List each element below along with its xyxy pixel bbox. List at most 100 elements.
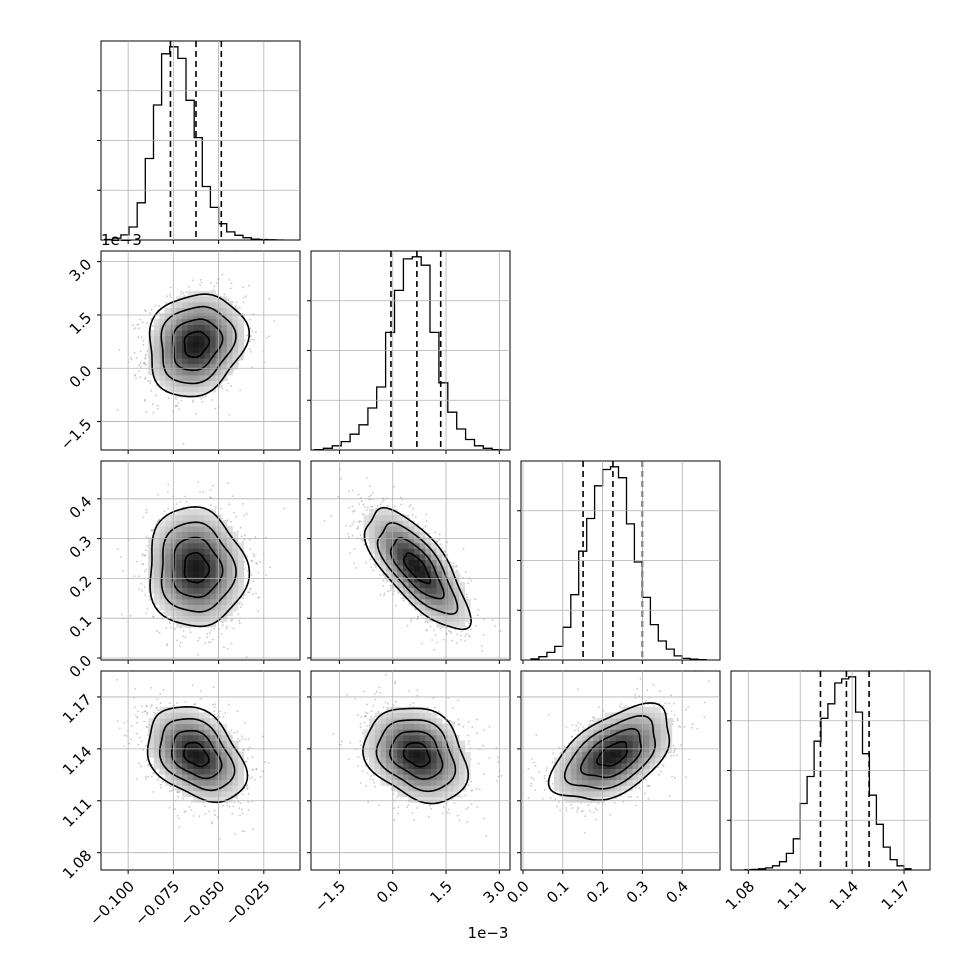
density-cell (380, 531, 387, 538)
density-cell (232, 318, 239, 325)
density-cell (193, 290, 200, 297)
density-cell (193, 369, 200, 376)
scatter-point (228, 733, 231, 735)
density-cell (238, 570, 245, 577)
density-cell (159, 380, 166, 387)
density-cell (204, 779, 211, 786)
density-cell (604, 740, 611, 747)
density-cell (210, 531, 216, 538)
density-cell (193, 582, 200, 589)
density-cell (182, 324, 188, 331)
density-cell (402, 774, 409, 781)
scatter-point (477, 762, 480, 765)
density-cell (660, 751, 667, 758)
scatter-point (452, 562, 454, 565)
scatter-point (236, 731, 239, 733)
scatter-point (175, 405, 178, 407)
grid-3-3 (727, 671, 930, 870)
scatter-point (255, 767, 258, 770)
density-cell (226, 582, 233, 589)
scatter-point (662, 704, 665, 707)
scatter-point (475, 718, 478, 721)
density-cell (159, 763, 166, 769)
scatter-point (530, 782, 533, 785)
density-cell (193, 346, 200, 353)
density-cell (187, 290, 194, 297)
density-cell (193, 791, 200, 798)
scatter-point (130, 725, 133, 728)
scatter-point (144, 775, 147, 778)
density-cell (198, 565, 205, 572)
scatter-point (245, 760, 248, 763)
density-cell (414, 779, 421, 786)
density-cell (610, 723, 617, 730)
scatter-point (499, 630, 502, 632)
scatter-point (591, 716, 594, 719)
scatter-point (366, 725, 368, 727)
density-cell (182, 375, 188, 381)
density-cell (380, 774, 387, 781)
scatter-point (370, 494, 372, 497)
scatter-point (457, 718, 460, 721)
density-cell (464, 610, 471, 617)
density-cell (232, 324, 239, 331)
density-cell (447, 604, 454, 611)
scatter-point (375, 690, 378, 693)
density-cell (442, 587, 449, 594)
density-cell (176, 526, 183, 532)
density-cell (187, 296, 194, 303)
scatter-point (204, 395, 207, 398)
density-cell (221, 537, 228, 544)
density-cell (570, 779, 577, 786)
density-cell (464, 757, 471, 764)
scatter-point (243, 539, 246, 541)
scatter-point (213, 710, 216, 712)
scatter-point (457, 699, 460, 702)
scatter-point (704, 701, 706, 704)
scatter-point (183, 811, 186, 813)
scatter-point (668, 795, 671, 797)
density-cell (430, 548, 437, 555)
scatter-point (142, 362, 145, 365)
scatter-point (470, 803, 473, 805)
density-cell (182, 791, 188, 798)
density-cell (176, 734, 183, 741)
scatter-point (139, 376, 142, 379)
scatter-point (227, 299, 230, 302)
scatter-point (232, 627, 235, 630)
density-cell (632, 774, 639, 781)
scatter-point (212, 703, 214, 706)
density-cell (621, 712, 628, 719)
density-cell (187, 352, 194, 359)
scatter-panel-3-2 (520, 670, 721, 871)
density-cell (593, 718, 600, 725)
density-cell (419, 570, 426, 577)
scatter-point (466, 596, 468, 599)
scatter-point (593, 716, 595, 719)
scatter-point (552, 752, 555, 755)
density-cell (447, 734, 454, 741)
density-cell (655, 734, 661, 741)
density-cell (182, 598, 188, 605)
density-cell (615, 751, 622, 758)
density-cell (210, 363, 216, 370)
scatter-point (247, 284, 250, 287)
density-cell (660, 729, 667, 736)
density-cell (414, 526, 421, 532)
density-cell (582, 785, 589, 792)
scatter-point (460, 634, 462, 637)
scatter-point (469, 747, 472, 749)
density-cell (232, 537, 239, 544)
scatter-point (255, 592, 257, 595)
scatter-point (351, 534, 354, 537)
density-cell (187, 386, 194, 393)
scatter-point (247, 801, 250, 803)
density-cell (380, 718, 387, 725)
density-cell (187, 313, 194, 320)
density-cell (391, 542, 398, 549)
scatter-point (464, 794, 467, 797)
density-cell (165, 386, 172, 393)
density-cell (425, 712, 432, 719)
scatter-point (192, 399, 195, 402)
density-cell (210, 785, 216, 792)
